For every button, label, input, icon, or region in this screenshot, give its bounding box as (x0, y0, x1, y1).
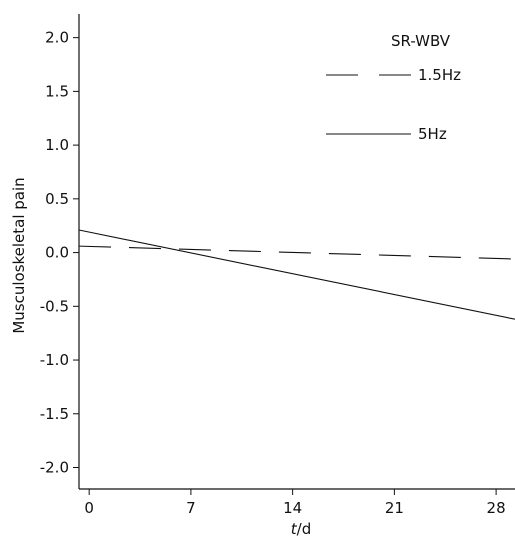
y-tick-label: -2.0 (40, 459, 69, 477)
x-tick-label: 14 (283, 499, 302, 517)
x-tick-label: 28 (487, 499, 506, 517)
y-tick-label: 0.5 (45, 190, 69, 208)
x-axis-title-symbol: t (291, 520, 298, 538)
legend-label: 1.5Hz (418, 66, 461, 84)
series-line-5hz (78, 229, 515, 320)
x-axis-title: t/d (291, 520, 311, 538)
y-tick-label: 2.0 (45, 29, 69, 47)
y-tick-label: -0.5 (40, 297, 69, 315)
x-tick-label: 7 (186, 499, 196, 517)
x-axis-title-unit: /d (297, 520, 312, 538)
x-tick-label: 0 (84, 499, 94, 517)
y-tick-label: -1.5 (40, 405, 69, 423)
chart-annotation: SR-WBV (391, 32, 451, 50)
series-line-1-5hz (78, 245, 515, 260)
x-tick-label: 21 (385, 499, 404, 517)
y-tick-label: 1.5 (45, 82, 69, 100)
y-axis-title: Musculoskeletal pain (10, 177, 28, 333)
y-tick-label: 0.0 (45, 244, 69, 262)
legend-label: 5Hz (418, 125, 447, 143)
y-tick-label: 1.0 (45, 136, 69, 154)
y-tick-label: -1.0 (40, 351, 69, 369)
legend: 1.5Hz 5Hz (326, 66, 461, 143)
series-layer (78, 229, 515, 320)
axes: -2.0 -1.5 -1.0 -0.5 0.0 0.5 1.0 1.5 2.0 0 7 14 21 28 (40, 14, 515, 517)
